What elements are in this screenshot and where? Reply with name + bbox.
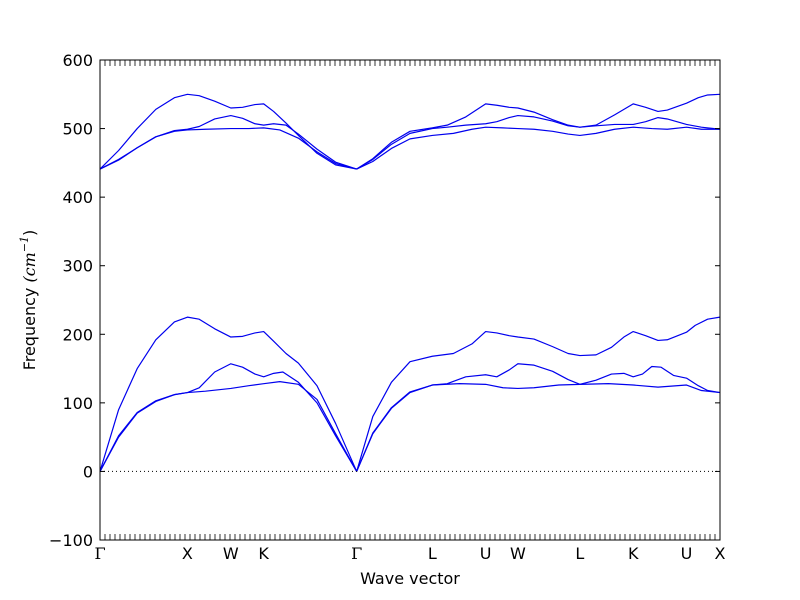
plot-frame (99, 59, 721, 541)
y-tick-label: 0 (83, 462, 93, 481)
x-tick-label: L (575, 544, 584, 563)
phonon-branch-1 (99, 381, 358, 472)
y-tick-label: −100 (49, 531, 93, 550)
x-tick-label: X (182, 544, 193, 563)
y-tick-label: 500 (62, 120, 93, 139)
x-tick-label: W (223, 544, 239, 563)
y-axis-ticks: −100 0 100 200 300 400 500 600 (49, 51, 720, 550)
phonon-branch-3 (99, 316, 358, 472)
x-tick-label: U (681, 544, 693, 563)
y-tick-label: 300 (62, 257, 93, 276)
phonon-branch-2 (99, 363, 358, 472)
phonon-branch-9 (99, 93, 357, 170)
y-axis-unit: (cm (20, 252, 39, 282)
y-axis-label: Frequency (cm−1) (18, 230, 39, 371)
y-tick-label: 100 (62, 394, 93, 413)
x-axis-label: Wave vector (360, 569, 460, 588)
y-tick-label: 600 (62, 51, 93, 70)
phonon-branch-5 (356, 363, 721, 472)
x-tick-label: X (715, 544, 726, 563)
x-tick-label: Γ (351, 544, 362, 563)
phonon-branch-8 (99, 114, 357, 170)
x-tick-label: Γ (94, 544, 105, 563)
phonon-branch-6 (356, 316, 721, 472)
x-tick-label: L (428, 544, 437, 563)
x-tick-label: W (510, 544, 526, 563)
x-tick-label: K (628, 544, 639, 563)
y-tick-label: 400 (62, 188, 93, 207)
y-tick-label: 200 (62, 325, 93, 344)
phonon-branch-4 (356, 383, 721, 472)
y-axis-unit-close: ) (20, 230, 39, 236)
x-minor-ticks (99, 60, 721, 540)
x-tick-label: U (480, 544, 492, 563)
y-axis-unit-exponent: −1 (18, 236, 31, 252)
phonon-branch-11 (356, 114, 721, 170)
phonon-branch-10 (356, 126, 720, 170)
x-tick-label: K (258, 544, 269, 563)
phonon-branch-12 (356, 93, 721, 170)
dispersion-curves (99, 93, 721, 472)
phonon-branch-7 (99, 127, 357, 170)
y-axis-label-text: Frequency (20, 288, 39, 371)
